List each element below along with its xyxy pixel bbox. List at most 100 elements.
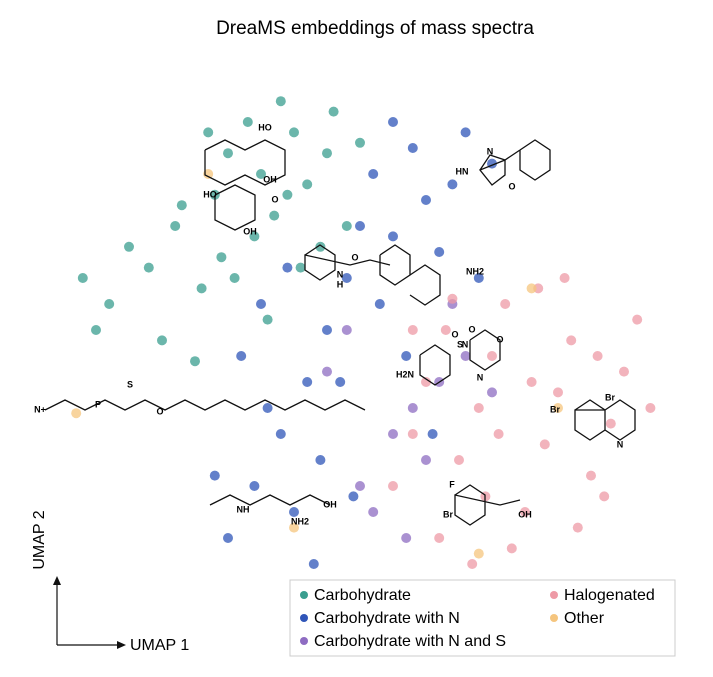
point: [209, 189, 220, 200]
point: [421, 377, 431, 387]
point: [289, 522, 299, 533]
point: [71, 408, 82, 419]
atom-label: Br: [605, 392, 615, 402]
point: [322, 325, 332, 335]
legend-marker: [550, 591, 558, 599]
point: [460, 351, 471, 361]
atom-label: NH2: [291, 516, 309, 526]
point: [315, 455, 326, 465]
atom-label: HN: [456, 166, 469, 176]
point: [407, 403, 418, 413]
point: [203, 127, 214, 138]
point: [572, 522, 583, 533]
axis-arrows: UMAP 1 UMAP 2: [31, 510, 189, 654]
point: [176, 200, 187, 211]
point: [196, 283, 207, 294]
atom-label: N: [487, 146, 494, 156]
legend-label: Carbohydrate with N: [314, 610, 460, 627]
atom-label: N: [337, 269, 344, 279]
point: [348, 491, 359, 502]
point: [645, 403, 656, 413]
legend-box: [289, 579, 676, 657]
point: [401, 351, 412, 361]
point: [407, 143, 418, 153]
point: [223, 148, 233, 159]
point: [315, 241, 326, 252]
point: [500, 299, 511, 309]
point: [322, 148, 332, 159]
point: [262, 403, 273, 413]
point: [249, 231, 260, 242]
point: [282, 189, 293, 200]
point: [203, 169, 214, 179]
point: [302, 179, 313, 190]
atom-label: NH2: [466, 266, 484, 276]
atom-label: O: [156, 406, 163, 416]
atom-label: O: [351, 252, 358, 262]
point: [335, 377, 346, 387]
point: [368, 169, 379, 179]
legend-marker: [550, 614, 558, 622]
point: [467, 559, 478, 569]
point: [388, 429, 398, 439]
point: [559, 273, 570, 283]
atom-label: O: [508, 181, 515, 191]
point: [209, 470, 220, 481]
y-axis-label: UMAP 2: [31, 510, 48, 569]
point: [388, 481, 398, 491]
point: [143, 262, 154, 273]
point: [473, 548, 484, 559]
point: [401, 533, 412, 543]
atom-label: N+: [34, 404, 46, 414]
point: [586, 470, 596, 481]
point: [341, 221, 352, 231]
chart-title: DreaMS embeddings of mass spectra: [216, 18, 534, 39]
point: [388, 117, 398, 127]
point: [77, 273, 88, 283]
point: [242, 117, 253, 127]
point: [407, 429, 418, 439]
point: [289, 507, 299, 517]
point: [447, 293, 458, 304]
point: [388, 231, 398, 242]
point: [341, 273, 352, 283]
point: [341, 325, 352, 335]
point: [487, 351, 497, 361]
point: [487, 387, 497, 398]
point: [328, 106, 339, 117]
point: [308, 559, 319, 569]
point: [427, 429, 438, 439]
legend-label: Other: [564, 610, 605, 627]
point: [447, 179, 458, 190]
atom-label: OH: [323, 499, 337, 509]
atom-label: OH: [243, 226, 257, 236]
atom-label: OH: [263, 174, 277, 184]
point: [526, 377, 537, 387]
atom-label: N: [462, 339, 469, 349]
point: [421, 455, 431, 465]
atom-label: O: [496, 334, 503, 344]
point: [229, 273, 240, 283]
point: [236, 351, 247, 361]
point: [269, 210, 280, 221]
point: [407, 325, 418, 335]
structures: [44, 139, 636, 526]
point: [256, 299, 266, 309]
point: [190, 356, 200, 367]
atom-label: OH: [518, 509, 532, 519]
point: [520, 507, 530, 517]
atom-label: HO: [203, 189, 217, 199]
point: [249, 481, 260, 491]
atom-label: N: [477, 372, 484, 382]
point: [592, 351, 603, 361]
point: [374, 299, 385, 309]
point: [526, 283, 537, 294]
point: [355, 137, 365, 148]
point: [632, 314, 643, 325]
points: [71, 96, 656, 569]
atom-label: O: [468, 324, 475, 334]
atom-label: S: [457, 339, 463, 349]
point: [599, 491, 610, 502]
legend-marker: [300, 614, 308, 622]
point: [262, 314, 273, 325]
